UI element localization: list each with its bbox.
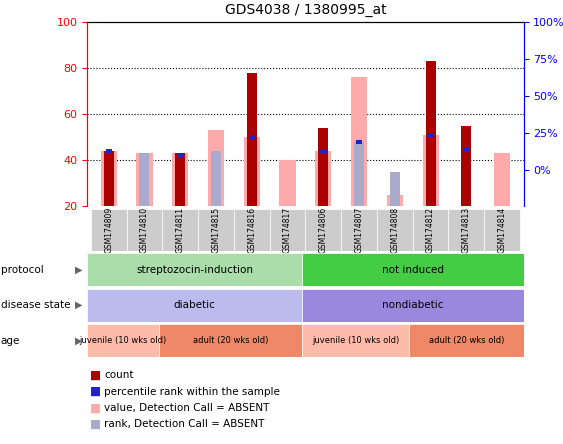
Bar xyxy=(91,209,127,251)
Title: GDS4038 / 1380995_at: GDS4038 / 1380995_at xyxy=(225,3,386,17)
Bar xyxy=(318,128,328,206)
Text: GSM174807: GSM174807 xyxy=(355,206,364,253)
Bar xyxy=(101,151,117,206)
Text: GSM174816: GSM174816 xyxy=(247,207,256,253)
Text: ■: ■ xyxy=(90,418,101,431)
Bar xyxy=(104,151,114,206)
Text: ■: ■ xyxy=(90,385,101,398)
Bar xyxy=(390,172,400,206)
Text: GSM174815: GSM174815 xyxy=(212,207,221,253)
Bar xyxy=(162,209,198,251)
Bar xyxy=(305,209,341,251)
Bar xyxy=(494,154,510,206)
Text: streptozocin-induction: streptozocin-induction xyxy=(136,265,253,275)
Text: GSM174811: GSM174811 xyxy=(176,207,185,253)
Text: adult (20 wks old): adult (20 wks old) xyxy=(193,336,268,345)
Bar xyxy=(198,209,234,251)
Bar xyxy=(351,78,367,206)
Text: value, Detection Call = ABSENT: value, Detection Call = ABSENT xyxy=(104,403,270,413)
Bar xyxy=(320,149,327,154)
Bar xyxy=(354,142,364,206)
Bar xyxy=(302,289,538,322)
Bar xyxy=(409,324,524,357)
Text: ▶: ▶ xyxy=(75,265,83,275)
Text: rank, Detection Call = ABSENT: rank, Detection Call = ABSENT xyxy=(104,420,265,429)
Bar xyxy=(172,154,188,206)
Text: GSM174812: GSM174812 xyxy=(426,207,435,253)
Text: protocol: protocol xyxy=(1,265,43,275)
Bar xyxy=(449,209,484,251)
Bar xyxy=(248,135,255,140)
Bar xyxy=(427,133,434,137)
Text: GSM174810: GSM174810 xyxy=(140,207,149,253)
Text: GSM174808: GSM174808 xyxy=(390,207,399,253)
Bar xyxy=(484,209,520,251)
Text: ■: ■ xyxy=(90,369,101,382)
Bar xyxy=(159,324,302,357)
Bar xyxy=(211,151,221,206)
Bar xyxy=(461,126,471,206)
Text: juvenile (10 wks old): juvenile (10 wks old) xyxy=(79,336,167,345)
Text: GSM174813: GSM174813 xyxy=(462,207,471,253)
Bar xyxy=(244,137,260,206)
Bar xyxy=(247,73,257,206)
Text: juvenile (10 wks old): juvenile (10 wks old) xyxy=(312,336,399,345)
Bar xyxy=(87,253,302,286)
Bar xyxy=(461,149,471,206)
Bar xyxy=(356,140,363,144)
Bar xyxy=(426,61,436,206)
Bar xyxy=(87,324,159,357)
Text: GSM174809: GSM174809 xyxy=(104,206,113,253)
Bar xyxy=(341,209,377,251)
Text: GSM174806: GSM174806 xyxy=(319,206,328,253)
Text: ■: ■ xyxy=(90,401,101,415)
Text: ▶: ▶ xyxy=(75,300,83,310)
Text: age: age xyxy=(1,336,20,346)
Bar xyxy=(413,209,449,251)
Bar xyxy=(377,209,413,251)
Bar xyxy=(387,195,403,206)
Text: count: count xyxy=(104,370,133,380)
Text: percentile rank within the sample: percentile rank within the sample xyxy=(104,387,280,396)
Text: GSM174814: GSM174814 xyxy=(498,207,507,253)
Bar xyxy=(105,149,112,154)
Bar xyxy=(234,209,270,251)
Bar xyxy=(302,253,538,286)
Text: adult (20 wks old): adult (20 wks old) xyxy=(428,336,504,345)
Bar xyxy=(104,151,114,206)
Bar xyxy=(270,209,306,251)
Bar xyxy=(423,135,439,206)
Text: disease state: disease state xyxy=(1,300,70,310)
Bar xyxy=(315,151,332,206)
Bar xyxy=(208,131,224,206)
Bar xyxy=(175,154,185,206)
Text: diabetic: diabetic xyxy=(173,300,216,310)
Text: nondiabetic: nondiabetic xyxy=(382,300,444,310)
Bar xyxy=(463,147,470,151)
Bar xyxy=(87,289,302,322)
Text: GSM174817: GSM174817 xyxy=(283,207,292,253)
Bar xyxy=(140,154,150,206)
Bar xyxy=(302,324,409,357)
Text: ▶: ▶ xyxy=(75,336,83,346)
Bar xyxy=(177,154,184,158)
Bar xyxy=(136,154,153,206)
Bar xyxy=(127,209,162,251)
Bar xyxy=(279,160,296,206)
Text: not induced: not induced xyxy=(382,265,444,275)
